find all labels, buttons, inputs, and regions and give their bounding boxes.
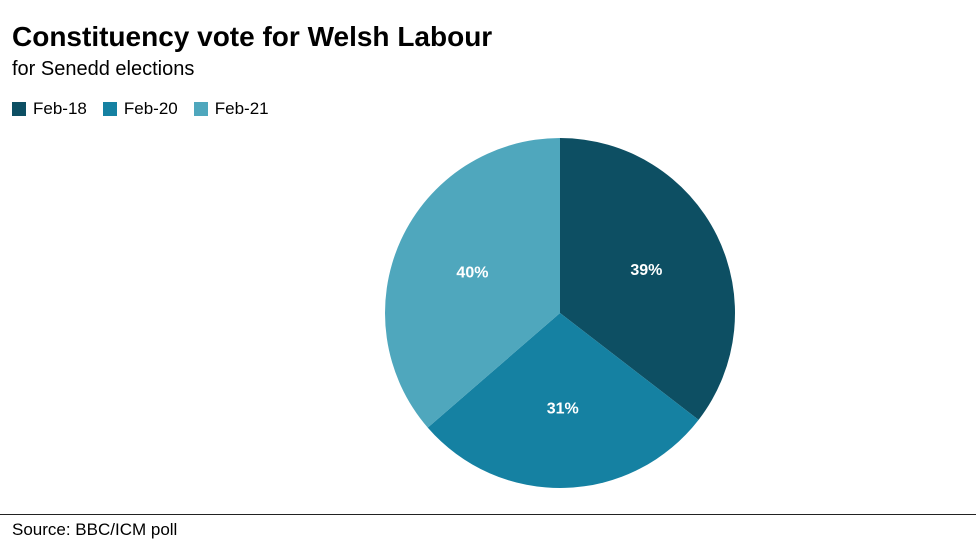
slice-label-feb-18: 39% <box>630 262 662 279</box>
slice-label-feb-21: 40% <box>456 265 488 282</box>
pie-slice-feb-18 <box>560 138 735 420</box>
legend-item-feb-21: Feb-21 <box>193 98 269 120</box>
legend-label-feb-21: Feb-21 <box>214 99 269 118</box>
chart-title: Constituency vote for Welsh Labour <box>12 21 493 52</box>
pie-slice-feb-20 <box>427 313 699 488</box>
chart-subtitle: for Senedd elections <box>12 58 195 80</box>
legend-label-feb-18: Feb-18 <box>33 99 87 118</box>
legend-item-feb-18: Feb-18 <box>12 98 87 120</box>
legend-swatch-feb-18 <box>12 102 26 116</box>
footer-divider <box>0 514 976 515</box>
legend: Feb-18 Feb-20 Feb-21 <box>12 98 285 120</box>
legend-swatch-feb-21 <box>193 102 208 116</box>
slice-label-feb-20: 31% <box>547 401 579 418</box>
legend-swatch-feb-20 <box>102 102 117 116</box>
legend-label-feb-20: Feb-20 <box>123 99 178 118</box>
source-note: Source: BBC/ICM poll <box>12 520 178 539</box>
legend-item-feb-20: Feb-20 <box>102 98 178 120</box>
pie-slice-feb-21 <box>384 138 560 428</box>
